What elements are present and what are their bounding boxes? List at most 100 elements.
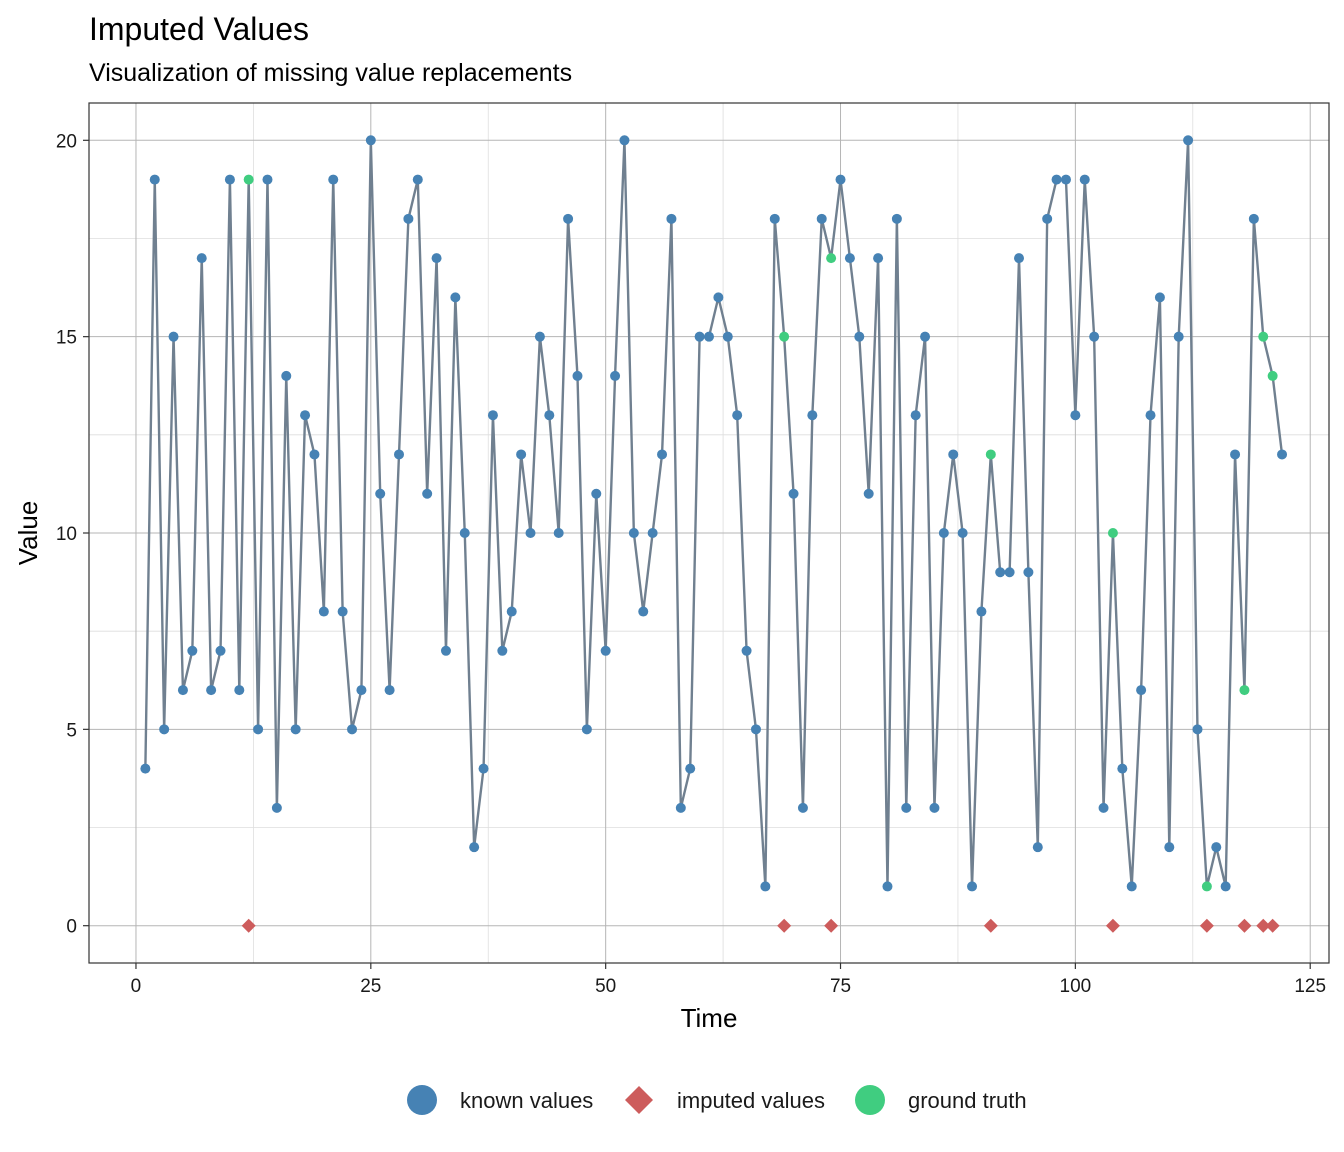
ground-truth-point bbox=[1201, 881, 1212, 892]
known-value-point bbox=[365, 135, 376, 146]
known-value-point bbox=[901, 802, 912, 813]
known-value-point bbox=[628, 528, 639, 538]
known-value-point bbox=[1164, 842, 1175, 853]
known-value-point bbox=[534, 331, 545, 342]
known-value-point bbox=[525, 528, 536, 538]
imputed-value-point bbox=[1256, 918, 1271, 933]
known-value-point bbox=[685, 763, 696, 774]
known-value-point bbox=[1277, 449, 1288, 460]
known-value-point bbox=[704, 331, 714, 342]
legend-label: known values bbox=[460, 1088, 593, 1113]
known-value-point bbox=[1042, 213, 1053, 224]
known-value-point bbox=[1023, 567, 1034, 578]
known-value-point bbox=[1145, 410, 1156, 421]
known-value-point bbox=[440, 645, 451, 656]
known-value-point bbox=[1070, 410, 1081, 421]
known-value-point bbox=[1004, 567, 1015, 578]
imputed-value-point bbox=[824, 918, 839, 933]
imputed-value-point bbox=[777, 918, 792, 933]
ground-truth-point bbox=[243, 174, 254, 185]
known-value-point bbox=[1117, 763, 1128, 774]
known-value-point bbox=[967, 881, 978, 892]
known-value-point bbox=[638, 606, 649, 617]
known-value-point bbox=[694, 331, 705, 342]
known-value-point bbox=[1192, 724, 1203, 735]
known-value-point bbox=[206, 685, 217, 696]
known-value-point bbox=[506, 606, 517, 617]
known-value-point bbox=[271, 802, 282, 813]
known-value-point bbox=[300, 410, 311, 421]
known-value-point bbox=[177, 685, 188, 696]
known-value-point bbox=[1136, 685, 1147, 696]
known-value-point bbox=[1089, 331, 1100, 342]
known-value-point bbox=[431, 253, 442, 264]
x-tick-label: 0 bbox=[131, 976, 142, 997]
known-value-point bbox=[262, 174, 273, 185]
known-value-point bbox=[328, 174, 339, 185]
known-value-point bbox=[741, 645, 752, 656]
ground-truth-point bbox=[1258, 331, 1269, 342]
known-value-point bbox=[610, 370, 621, 381]
known-value-point bbox=[807, 410, 818, 421]
ground-truth-point bbox=[985, 449, 996, 460]
known-value-point bbox=[356, 685, 367, 696]
known-value-point bbox=[450, 292, 461, 303]
y-axis-title: Value bbox=[13, 501, 43, 566]
known-value-point bbox=[581, 724, 592, 735]
known-value-point bbox=[788, 488, 799, 499]
known-value-point bbox=[891, 213, 902, 224]
known-value-point bbox=[760, 881, 771, 892]
known-value-point bbox=[469, 842, 480, 853]
known-value-point bbox=[196, 253, 207, 264]
known-value-point bbox=[600, 645, 611, 656]
imputed-value-point bbox=[1265, 918, 1280, 933]
known-value-point bbox=[873, 253, 884, 264]
known-value-point bbox=[910, 410, 921, 421]
known-value-point bbox=[863, 488, 874, 499]
ground-truth-point bbox=[826, 253, 837, 264]
known-value-point bbox=[844, 253, 855, 264]
known-value-point bbox=[1098, 802, 1109, 813]
known-value-point bbox=[591, 488, 602, 499]
known-value-point bbox=[920, 331, 931, 342]
known-value-point bbox=[1173, 331, 1184, 342]
known-value-point bbox=[572, 370, 583, 381]
known-value-point bbox=[882, 881, 893, 892]
known-value-point bbox=[1014, 253, 1024, 264]
x-tick-label: 75 bbox=[830, 976, 851, 997]
x-tick-label: 100 bbox=[1060, 976, 1092, 997]
y-tick-label: 0 bbox=[66, 917, 77, 938]
known-value-point bbox=[675, 802, 686, 813]
known-value-point bbox=[995, 567, 1006, 578]
imputed-value-point bbox=[241, 918, 256, 933]
x-tick-label: 50 bbox=[595, 976, 616, 997]
known-value-point bbox=[553, 528, 564, 538]
known-value-point bbox=[149, 174, 160, 185]
imputed-value-point bbox=[1105, 918, 1120, 933]
known-value-point bbox=[722, 331, 733, 342]
ground-truth-point bbox=[1267, 370, 1278, 381]
imputed-value-point bbox=[1199, 918, 1214, 933]
known-value-point bbox=[403, 213, 414, 224]
y-tick-label: 15 bbox=[56, 328, 77, 349]
known-value-point bbox=[318, 606, 329, 617]
known-value-point bbox=[938, 528, 949, 538]
x-axis-title: Time bbox=[681, 1003, 738, 1033]
known-value-point bbox=[544, 410, 555, 421]
known-value-point bbox=[384, 685, 395, 696]
known-value-point bbox=[732, 410, 743, 421]
legend-key-ground-truth bbox=[855, 1085, 885, 1115]
known-value-point bbox=[487, 410, 498, 421]
known-value-point bbox=[1230, 449, 1241, 460]
known-value-point bbox=[563, 213, 574, 224]
known-value-point bbox=[1211, 842, 1222, 853]
known-value-point bbox=[1126, 881, 1137, 892]
known-value-point bbox=[337, 606, 348, 617]
known-value-point bbox=[816, 213, 827, 224]
points-layer bbox=[140, 135, 1288, 933]
known-value-point bbox=[478, 763, 489, 774]
known-value-point bbox=[394, 449, 404, 460]
chart-subtitle: Visualization of missing value replaceme… bbox=[89, 59, 572, 87]
known-value-point bbox=[422, 488, 433, 499]
legend-key-known-values bbox=[407, 1085, 437, 1115]
